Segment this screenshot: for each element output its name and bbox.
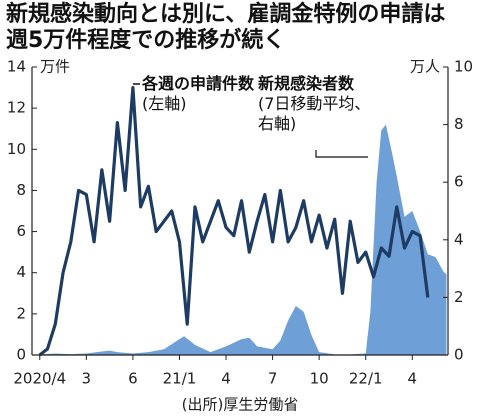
y-tick-label: 12 bbox=[7, 99, 26, 117]
y-tick-label: 2 bbox=[16, 304, 26, 322]
y2-tick-label: 4 bbox=[454, 230, 464, 248]
series-label: 各週の申請件数 (左軸) bbox=[142, 74, 254, 114]
y-tick-label: 6 bbox=[16, 222, 26, 240]
x-tick-label: 7 bbox=[268, 370, 278, 388]
area bbox=[39, 124, 447, 355]
y-tick-label: 10 bbox=[7, 140, 26, 158]
y2-axis-unit: 万人 bbox=[410, 58, 440, 76]
y-axis-unit: 万件 bbox=[40, 58, 70, 76]
x-tick-label: 21/1 bbox=[163, 370, 197, 388]
y2-tick-label: 2 bbox=[454, 288, 464, 306]
y2-tick-label: 0 bbox=[454, 346, 464, 364]
series-label: 新規感染者数 (7日移動平均、右軸) bbox=[258, 74, 376, 134]
annotation: (左軸) bbox=[142, 94, 187, 113]
x-tick-label: 6 bbox=[128, 370, 138, 388]
source: (出所)厚生労働省 bbox=[182, 396, 299, 414]
annotation: (7日移動平均、右軸) bbox=[258, 94, 371, 133]
y-tick-label: 8 bbox=[16, 181, 26, 199]
y-tick-label: 0 bbox=[16, 346, 26, 364]
x-tick-label: 4 bbox=[408, 370, 418, 388]
x-tick-label: 2020/4 bbox=[13, 370, 66, 388]
leader-line bbox=[315, 150, 368, 158]
line bbox=[38, 85, 430, 357]
series-label-name: 新規感染者数 bbox=[258, 74, 355, 93]
y-tick-label: 4 bbox=[16, 263, 26, 281]
y2-tick-label: 10 bbox=[454, 58, 473, 76]
x-tick-label: 3 bbox=[82, 370, 92, 388]
y2-tick-label: 8 bbox=[454, 115, 464, 133]
series-label-name: 各週の申請件数 bbox=[142, 74, 255, 93]
y-tick-label: 14 bbox=[7, 58, 26, 76]
x-tick-label: 22/1 bbox=[349, 370, 383, 388]
chart-title: 新規感染動向とは別に、雇調金特例の申請は週5万件程度での推移が続く bbox=[6, 2, 446, 53]
x-tick-label: 4 bbox=[221, 370, 231, 388]
y2-tick-label: 6 bbox=[454, 173, 464, 191]
x-tick-label: 10 bbox=[310, 370, 329, 388]
